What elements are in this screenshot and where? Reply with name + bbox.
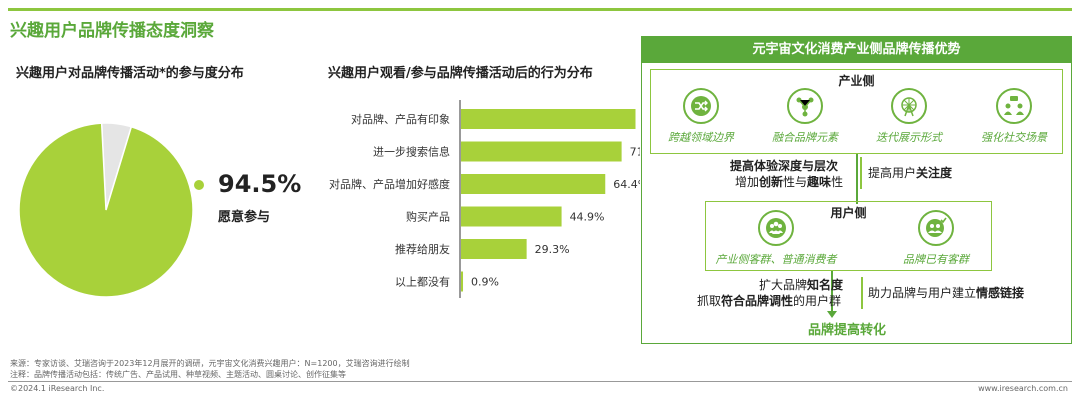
copyright: ©2024.1 iResearch Inc. [10, 384, 105, 393]
arrow-2 [831, 271, 833, 313]
shuffle-icon [683, 88, 719, 124]
top-rule [8, 8, 1072, 11]
panel-header: 元宇宙文化消费产业侧品牌传播优势 [642, 37, 1071, 63]
bar [461, 239, 527, 259]
industry-item-iterate: 迭代展示形式 [864, 88, 954, 145]
group-check-icon [918, 210, 954, 246]
industry-item-label: 融合品牌元素 [772, 131, 838, 144]
industry-item-merge: 融合品牌元素 [760, 88, 850, 145]
user-title: 用户侧 [830, 206, 867, 220]
bar [461, 271, 464, 292]
user-effect-right: 助力品牌与用户建立情感链接 [868, 286, 1025, 300]
bar-chart-title: 兴趣用户观看/参与品牌传播活动后的行为分布 [328, 66, 593, 81]
bar-value-label: 0.9% [471, 276, 499, 289]
bar-category-label: 推荐给朋友 [395, 242, 450, 256]
bar [461, 109, 636, 129]
pie-slice-willing [18, 122, 194, 298]
industry-item-label: 跨越领域边界 [668, 131, 734, 144]
user-box: 用户侧 产业侧客群、普通消费者 品牌已有客群 [705, 201, 992, 271]
people-chat-icon [996, 88, 1032, 124]
pie-percent-value: 94.5% [218, 170, 302, 198]
pie-marker-dot [194, 180, 204, 190]
bar-category-label: 进一步搜索信息 [373, 145, 450, 159]
definition-note: 注释：品牌传播活动包括：传统广告、产品试用、种草视频、主题活动、圆桌讨论、创作征… [10, 370, 346, 379]
ferris-wheel-icon [891, 88, 927, 124]
bar-chart: 对品牌、产品有印象77.9%进一步搜索信息71.7%对品牌、产品增加好感度64.… [329, 100, 640, 298]
bottom-rule [8, 381, 1072, 382]
source-note: 来源：专家访谈、艾瑞咨询于2023年12月展开的调研，元宇宙文化消费兴趣用户：N… [10, 359, 410, 368]
footnotes: 来源：专家访谈、艾瑞咨询于2023年12月展开的调研，元宇宙文化消费兴趣用户：N… [10, 358, 410, 380]
network-icon [787, 88, 823, 124]
pie-chart [18, 122, 204, 298]
industry-effect-1: 提高体验深度与层次 [730, 159, 839, 173]
bar-value-label: 71.7% [630, 146, 640, 159]
user-effect-2: 抓取符合品牌调性的用户群 [697, 294, 842, 308]
bar [461, 206, 562, 227]
bracket-2 [861, 277, 863, 309]
website: www.iresearch.com.cn [978, 384, 1068, 393]
industry-effect-2: 增加创新性与趣味性 [735, 175, 844, 189]
bracket-1 [860, 157, 862, 189]
bar-category-label: 以上都没有 [395, 275, 450, 289]
page-title: 兴趣用户品牌传播态度洞察 [10, 21, 214, 41]
user-item-label: 产业侧客群、普通消费者 [715, 253, 837, 266]
bar-value-label: 44.9% [570, 211, 605, 224]
user-item-label: 品牌已有客群 [903, 253, 969, 266]
bar-category-label: 对品牌、产品增加好感度 [329, 177, 450, 191]
pie-chart-title: 兴趣用户对品牌传播活动*的参与度分布 [16, 66, 244, 81]
industry-item-label: 强化社交场景 [981, 131, 1047, 144]
advantage-panel: 元宇宙文化消费产业侧品牌传播优势 产业侧 跨越领域边界 融合品牌元素 迭代展示形… [641, 36, 1072, 344]
final-outcome: 品牌提高转化 [808, 323, 887, 338]
arrow-1 [856, 154, 858, 204]
industry-box: 产业侧 跨越领域边界 融合品牌元素 迭代展示形式 强化社交场景 [650, 69, 1063, 154]
bar-value-label: 29.3% [535, 243, 570, 256]
bar-value-label: 64.4% [613, 178, 640, 191]
industry-item-social: 强化社交场景 [969, 88, 1059, 145]
industry-item-label: 迭代展示形式 [876, 131, 942, 144]
group-icon [758, 210, 794, 246]
user-item-general: 产业侧客群、普通消费者 [706, 210, 846, 267]
industry-title: 产业侧 [838, 74, 875, 88]
arrow-2-head [827, 311, 837, 318]
bar [461, 141, 622, 162]
bar-category-label: 对品牌、产品有印象 [351, 112, 450, 126]
pie-percent-label: 愿意参与 [218, 210, 271, 225]
user-effect-1: 扩大品牌知名度 [759, 278, 844, 292]
user-item-existing: 品牌已有客群 [886, 210, 986, 267]
industry-effect-right: 提高用户关注度 [868, 166, 953, 180]
bar-category-label: 购买产品 [406, 210, 450, 224]
industry-item-cross: 跨越领域边界 [656, 88, 746, 145]
bar [461, 174, 606, 194]
